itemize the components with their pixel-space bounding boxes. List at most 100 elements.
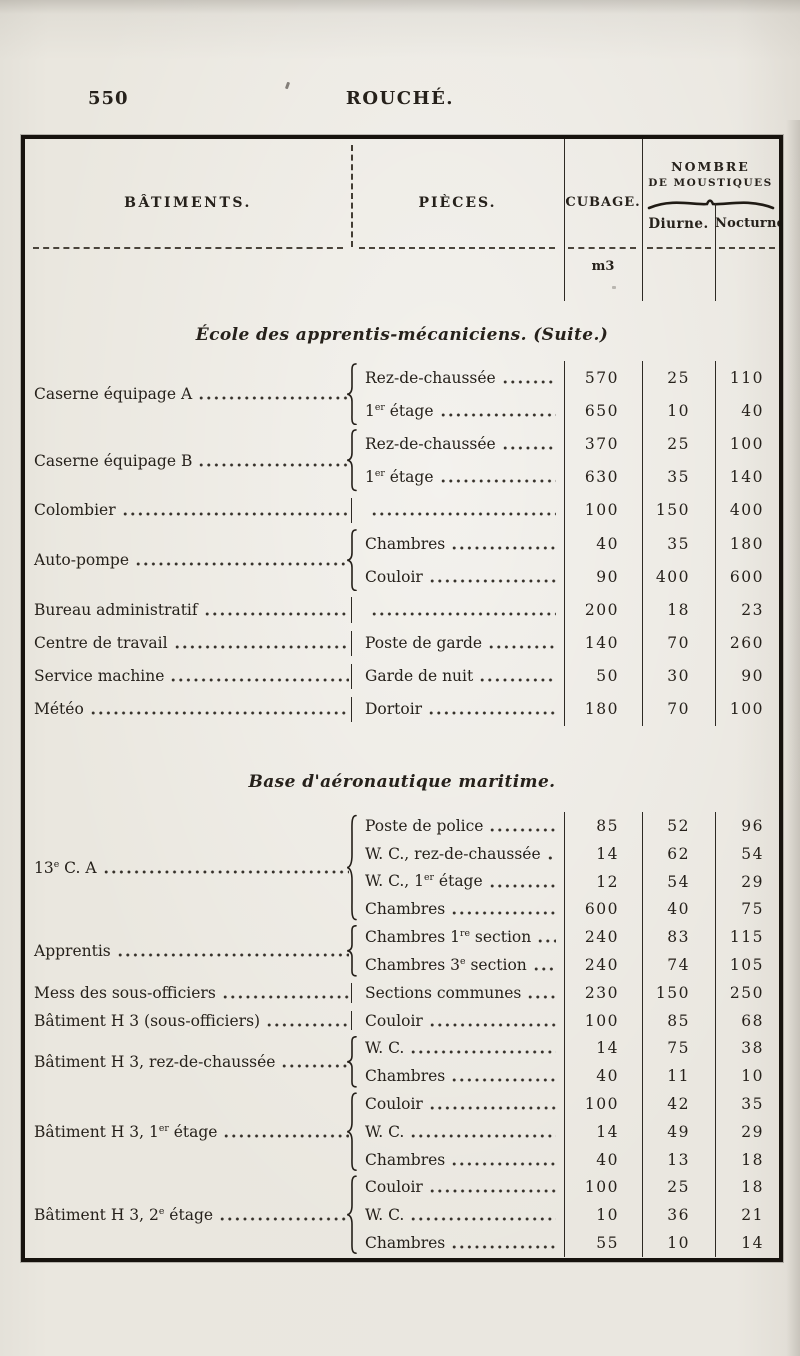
cubage-value: 240 <box>564 923 642 952</box>
batiment-cell: Météo <box>25 693 352 726</box>
batiment-cell: Bâtiment H 3, 1er étage <box>25 1090 351 1173</box>
dot-leader <box>429 1103 556 1113</box>
piece-cell: W. C. <box>351 1034 564 1062</box>
diurne-value: 25 <box>642 1173 715 1202</box>
column-header-pieces: PIÈCES. <box>418 195 497 211</box>
table-header: BÂTIMENTS. PIÈCES. CUBAGE. NOMBRE DE MOU… <box>25 139 779 301</box>
diurne-value: 10 <box>642 1229 715 1257</box>
piece-cell: W. C. <box>351 1201 564 1229</box>
group-brace <box>345 814 358 921</box>
nocturne-value: 400 <box>715 493 779 527</box>
nocturne-value: 110 <box>715 361 779 395</box>
column-rule-nocturne <box>715 203 716 301</box>
dot-leader <box>222 992 349 1002</box>
piece-label: Couloir <box>365 1178 423 1197</box>
piece-label: Rez-de-chaussée <box>365 434 496 453</box>
piece-cell: Couloir <box>351 1007 564 1035</box>
column-header-nombre-line1: NOMBRE <box>671 159 750 174</box>
piece-label: Couloir <box>365 1011 423 1030</box>
diurne-value: 25 <box>642 427 715 461</box>
piece-cell <box>351 593 564 626</box>
nocturne-value: 21 <box>715 1201 779 1230</box>
piece-label: Poste de garde <box>365 634 483 653</box>
dot-leader <box>502 377 556 387</box>
piece-label: W. C., 1er étage <box>365 872 483 891</box>
dot-leader <box>204 609 349 619</box>
piece-cell <box>351 494 564 527</box>
nocturne-value: 250 <box>715 978 779 1007</box>
piece-label: Chambres <box>365 1150 446 1169</box>
nocturne-value: 40 <box>715 394 779 428</box>
nocturne-value: 600 <box>715 560 779 594</box>
header-underline <box>719 247 775 249</box>
dot-leader <box>480 676 556 686</box>
cubage-value: 200 <box>564 593 642 627</box>
dot-leader <box>538 937 556 947</box>
dot-leader <box>103 867 349 877</box>
cubage-value: 55 <box>564 1229 642 1257</box>
dot-leader <box>452 1159 556 1169</box>
dot-leader <box>122 510 349 520</box>
batiment-label: Service machine <box>34 667 165 686</box>
column-header-nombre-line2: DE MOUSTIQUES <box>648 177 773 189</box>
nocturne-value: 23 <box>715 593 779 627</box>
column-header-batiments: BÂTIMENTS. <box>124 195 252 211</box>
cubage-value: 40 <box>564 1062 642 1091</box>
section-grid: 13e C. A Poste de police 85 52 96 W. C., rez-… <box>25 812 779 1257</box>
piece-cell: W. C. <box>351 1118 564 1146</box>
running-title: ROUCHÉ. <box>345 88 455 109</box>
cubage-value: 100 <box>564 493 642 527</box>
nocturne-value: 14 <box>715 1229 779 1257</box>
cubage-value: 85 <box>564 812 642 840</box>
header-underline <box>647 247 711 249</box>
dot-leader <box>429 709 556 719</box>
page-header: 550 ROUCHÉ. <box>0 88 800 114</box>
batiment-cell: Bâtiment H 3, rez-de-chaussée <box>25 1034 351 1090</box>
diurne-value: 150 <box>642 493 715 527</box>
diurne-value: 75 <box>642 1034 715 1063</box>
dot-leader <box>502 443 556 453</box>
piece-label: Chambres <box>365 900 446 919</box>
batiment-label: 13e C. A <box>34 858 97 877</box>
nocturne-value: 35 <box>715 1090 779 1118</box>
group-brace <box>345 1092 358 1171</box>
diurne-value: 52 <box>642 812 715 840</box>
dot-leader <box>411 1048 556 1058</box>
piece-label: W. C. <box>365 1039 405 1058</box>
batiment-cell: Caserne équipage B <box>25 427 351 493</box>
piece-cell: Garde de nuit <box>351 660 564 693</box>
nocturne-value: 105 <box>715 951 779 979</box>
batiment-label: Apprentis <box>34 942 111 961</box>
cubage-value: 600 <box>564 895 642 924</box>
dot-leader <box>452 543 556 553</box>
cubage-value: 40 <box>564 1145 642 1174</box>
data-table: BÂTIMENTS. PIÈCES. CUBAGE. NOMBRE DE MOU… <box>21 135 783 1262</box>
dot-leader <box>440 477 556 487</box>
cubage-value: 14 <box>564 839 642 868</box>
dot-leader <box>372 609 556 619</box>
dot-leader <box>429 1187 556 1197</box>
batiment-cell: Bâtiment H 3 (sous-officiers) <box>25 1007 352 1035</box>
diurne-value: 18 <box>642 593 715 627</box>
diurne-value: 35 <box>642 460 715 494</box>
cubage-value: 10 <box>564 1201 642 1230</box>
piece-label: Chambres <box>365 1233 446 1252</box>
column-divider-segment <box>351 1010 352 1031</box>
batiment-cell: Centre de travail <box>25 627 352 660</box>
dot-leader <box>117 951 349 961</box>
nocturne-value: 18 <box>715 1173 779 1202</box>
batiment-cell: 13e C. A <box>25 812 351 923</box>
group-brace <box>345 1036 358 1088</box>
nocturne-value: 29 <box>715 867 779 896</box>
header-divider-dashed <box>351 145 353 247</box>
column-divider-segment <box>351 630 352 656</box>
nocturne-value: 140 <box>715 460 779 494</box>
batiment-cell: Colombier <box>25 494 352 527</box>
dot-leader <box>136 560 349 570</box>
batiment-label: Bâtiment H 3, 1er étage <box>34 1122 218 1141</box>
piece-cell: Couloir <box>351 1090 564 1118</box>
dot-leader <box>171 676 349 686</box>
cubage-value: 570 <box>564 361 642 395</box>
scan-artifact <box>612 286 616 289</box>
diurne-value: 70 <box>642 626 715 660</box>
